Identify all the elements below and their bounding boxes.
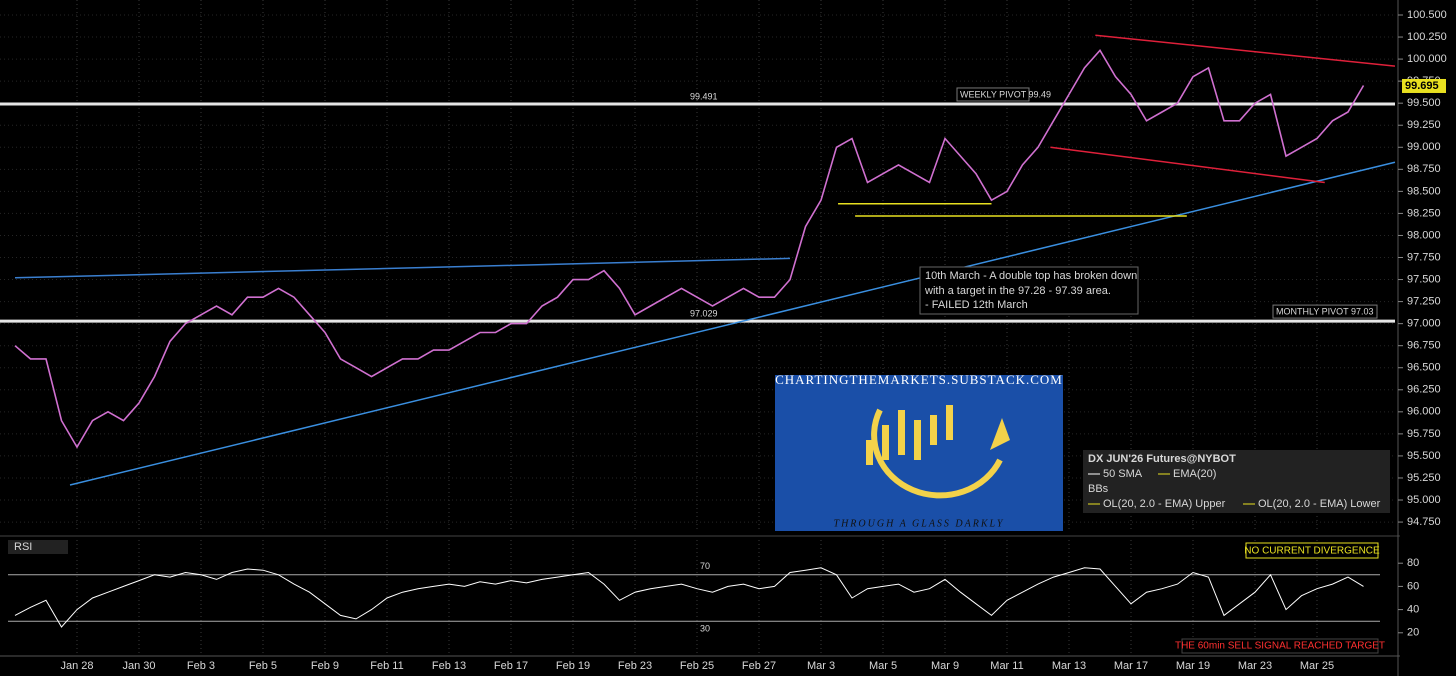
- annotation-text: with a target in the 97.28 - 97.39 area.: [924, 285, 1111, 297]
- x-tick-label: Mar 11: [990, 660, 1023, 672]
- x-tick-label: Jan 28: [60, 660, 93, 672]
- y-tick-label: 97.000: [1407, 318, 1441, 330]
- x-tick-label: Mar 5: [869, 660, 897, 672]
- x-tick-label: Mar 23: [1238, 660, 1272, 672]
- annotation-frame: [919, 266, 1139, 315]
- rsi-note: THE 60min SELL SIGNAL REACHED TARGET: [1175, 641, 1385, 652]
- pivot-tag-box: [1272, 304, 1378, 319]
- last-price-box: [1402, 78, 1446, 93]
- legend-entry: EMA(20): [1173, 468, 1216, 480]
- x-tick-label: Mar 13: [1052, 660, 1086, 672]
- logo-title: CHARTINGTHEMARKETS.SUBSTACK.COM: [775, 372, 1063, 387]
- x-tick-label: Feb 25: [680, 660, 714, 672]
- y-tick-label: 98.000: [1407, 229, 1441, 241]
- x-tick-label: Jan 30: [122, 660, 155, 672]
- y-tick-label: 95.250: [1407, 472, 1441, 484]
- annotation-text: - FAILED 12th March: [925, 299, 1028, 311]
- x-tick-label: Mar 17: [1114, 660, 1148, 672]
- trendline: [1095, 34, 1396, 67]
- x-tick-label: Feb 9: [311, 660, 339, 672]
- x-tick-label: Feb 11: [370, 660, 403, 672]
- y-tick-label: 94.750: [1407, 516, 1441, 528]
- logo-subtitle: THROUGH A GLASS DARKLY: [834, 518, 1005, 529]
- y-tick-label: 99.250: [1407, 119, 1441, 131]
- y-tick-label: 99.000: [1407, 141, 1441, 153]
- y-tick-label: 100.500: [1407, 9, 1447, 21]
- rsi-label: RSI: [14, 541, 32, 553]
- logo: CHARTINGTHEMARKETS.SUBSTACK.COM THROUGH …: [775, 372, 1063, 531]
- legend-entry: 50 SMA: [1103, 468, 1143, 480]
- y-tick-label: 95.000: [1407, 494, 1441, 506]
- y-tick-label: 97.750: [1407, 251, 1441, 263]
- x-tick-label: Feb 19: [556, 660, 590, 672]
- pivot-value-label: 97.029: [690, 308, 718, 318]
- annotation-text: 10th March - A double top has broken dow…: [925, 270, 1137, 282]
- price-line: [14, 48, 1365, 449]
- logo-swoosh: [871, 408, 1003, 499]
- legend-entry: BBs: [1088, 483, 1109, 495]
- y-tick-label: 97.500: [1407, 273, 1441, 285]
- y-tick-label: 98.750: [1407, 163, 1441, 175]
- legend-title: DX JUN'26 Futures@NYBOT: [1088, 453, 1236, 465]
- trendline: [14, 257, 791, 279]
- y-tick-label: 100.000: [1407, 53, 1447, 65]
- rsi-note-box: [1245, 542, 1379, 559]
- y-tick-label: 98.500: [1407, 185, 1441, 197]
- last-price-label: 99.695: [1405, 80, 1439, 92]
- x-tick-label: Mar 19: [1176, 660, 1210, 672]
- pivot-tag: WEEKLY PIVOT 99.49: [960, 89, 1051, 99]
- rsi-tick-label: 80: [1407, 557, 1419, 569]
- y-tick-label: 96.000: [1407, 406, 1441, 418]
- x-tick-label: Mar 9: [931, 660, 959, 672]
- y-tick-label: 96.750: [1407, 340, 1441, 352]
- rsi-tick-label: 60: [1407, 580, 1419, 592]
- y-tick-label: 95.500: [1407, 450, 1441, 462]
- x-tick-label: Feb 23: [618, 660, 652, 672]
- rsi-tick-label: 40: [1407, 604, 1419, 616]
- y-tick-label: 96.250: [1407, 384, 1441, 396]
- trendline: [1050, 146, 1325, 184]
- x-tick-label: Mar 25: [1300, 660, 1334, 672]
- x-tick-label: Feb 17: [494, 660, 528, 672]
- legend-frame: [1083, 450, 1390, 513]
- rsi-level-label: 30: [700, 624, 710, 634]
- legend-entry: OL(20, 2.0 - EMA) Lower: [1258, 498, 1381, 510]
- rsi-tick-label: 20: [1407, 627, 1419, 639]
- rsi-note-box: [1181, 638, 1379, 654]
- rsi-label-box: [8, 540, 68, 554]
- y-tick-label: 97.250: [1407, 296, 1441, 308]
- y-tick-label: 99.500: [1407, 97, 1441, 109]
- y-tick-label: 96.500: [1407, 362, 1441, 374]
- annotation-box: 10th March - A double top has broken dow…: [919, 266, 1139, 315]
- legend: DX JUN'26 Futures@NYBOT 50 SMA EMA(20) B…: [1083, 450, 1390, 513]
- y-tick-label: 95.750: [1407, 428, 1441, 440]
- pivot-tag: MONTHLY PIVOT 97.03: [1276, 306, 1374, 316]
- rsi-line: [14, 567, 1364, 628]
- x-tick-label: Feb 3: [187, 660, 215, 672]
- y-tick-label: 100.250: [1407, 31, 1447, 43]
- y-tick-label: 98.250: [1407, 207, 1441, 219]
- x-tick-label: Mar 3: [807, 660, 835, 672]
- x-tick-label: Feb 5: [249, 660, 277, 672]
- rsi-level-label: 70: [700, 561, 710, 571]
- pivot-tag-box: [956, 87, 1030, 102]
- rsi-note: NO CURRENT DIVERGENCE: [1244, 546, 1380, 557]
- pivot-value-label: 99.491: [690, 91, 718, 101]
- logo-arrow: [990, 418, 1010, 450]
- legend-entry: OL(20, 2.0 - EMA) Upper: [1103, 498, 1226, 510]
- x-tick-label: Feb 13: [432, 660, 466, 672]
- x-tick-label: Feb 27: [742, 660, 776, 672]
- logo-candles: [866, 405, 953, 465]
